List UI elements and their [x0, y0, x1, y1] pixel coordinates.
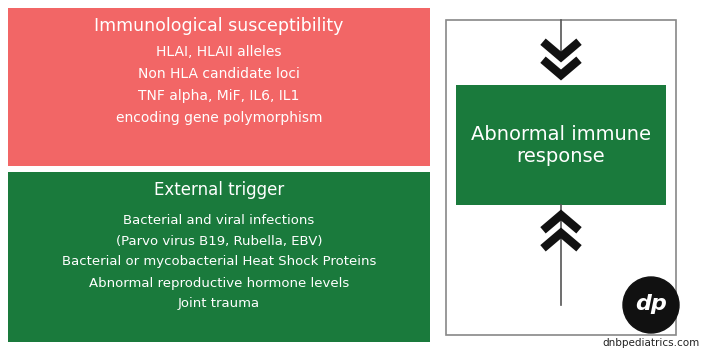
Bar — [456, 85, 666, 205]
Bar — [8, 8, 430, 166]
Text: Abnormal reproductive hormone levels: Abnormal reproductive hormone levels — [89, 276, 349, 289]
Text: dp: dp — [635, 294, 667, 314]
Text: encoding gene polymorphism: encoding gene polymorphism — [115, 111, 322, 125]
Circle shape — [623, 277, 679, 333]
Text: Joint trauma: Joint trauma — [178, 298, 260, 310]
Bar — [446, 20, 676, 335]
Text: Bacterial and viral infections: Bacterial and viral infections — [123, 214, 314, 226]
Text: Abnormal immune
response: Abnormal immune response — [471, 125, 651, 166]
Text: Immunological susceptibility: Immunological susceptibility — [94, 17, 343, 35]
Text: TNF alpha, MiF, IL6, IL1: TNF alpha, MiF, IL6, IL1 — [139, 89, 300, 103]
Text: (Parvo virus B19, Rubella, EBV): (Parvo virus B19, Rubella, EBV) — [115, 234, 322, 247]
Text: External trigger: External trigger — [154, 181, 284, 199]
Text: Bacterial or mycobacterial Heat Shock Proteins: Bacterial or mycobacterial Heat Shock Pr… — [62, 256, 376, 268]
Text: Non HLA candidate loci: Non HLA candidate loci — [138, 67, 300, 81]
Text: HLAI, HLAII alleles: HLAI, HLAII alleles — [156, 45, 282, 59]
Text: dnbpediatrics.com: dnbpediatrics.com — [603, 338, 700, 348]
Bar — [8, 172, 430, 342]
